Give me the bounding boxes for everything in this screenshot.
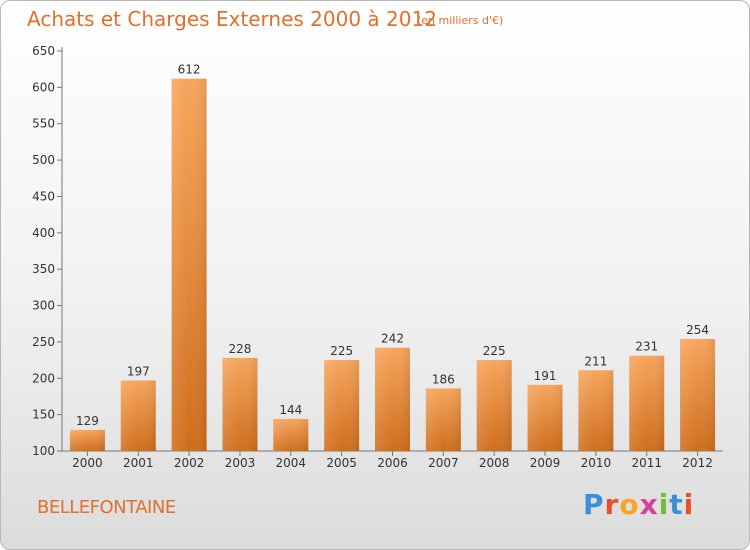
bar-shine-2003 [222, 357, 258, 451]
x-tick-label: 2004 [276, 456, 307, 470]
y-tick-label: 200 [32, 371, 55, 385]
y-tick-label: 250 [32, 335, 55, 349]
data-label-2001: 197 [127, 364, 150, 378]
x-tick-label: 2011 [631, 456, 662, 470]
bar-shine-2006 [375, 347, 410, 451]
bar-shine-2004 [273, 419, 309, 451]
data-label-2003: 228 [229, 342, 252, 356]
bar-shine-2010 [578, 370, 614, 451]
data-label-2012: 254 [686, 323, 709, 337]
data-label-2005: 225 [330, 344, 353, 358]
y-tick-label: 300 [32, 299, 55, 313]
x-tick-label: 2003 [225, 456, 256, 470]
chart-value-labels: 129 197 612 228 144 225 242 186 225 191 211 231 254 [76, 63, 709, 428]
bar-shine-2001 [120, 380, 156, 451]
bar-shine-2000 [69, 429, 105, 451]
bar-shine-2012 [680, 339, 716, 451]
data-label-2011: 231 [635, 340, 658, 354]
y-tick-label: 550 [32, 117, 55, 131]
y-tick-label: 650 [32, 44, 55, 58]
place-name: BELLEFONTAINE [37, 497, 176, 518]
chart-bars [69, 78, 716, 452]
y-tick-label: 500 [32, 153, 55, 167]
x-tick-label: 2007 [428, 456, 459, 470]
x-tick-label: 2008 [479, 456, 510, 470]
x-tick-label: 2000 [72, 456, 103, 470]
bar-shine-2009 [527, 384, 563, 451]
y-tick-label: 400 [32, 226, 55, 240]
x-tick-label: 2001 [123, 456, 154, 470]
x-tick-label: 2012 [682, 456, 713, 470]
x-tick-label: 2006 [377, 456, 408, 470]
y-tick-label: 150 [32, 408, 55, 422]
bar-shine-2002 [171, 78, 207, 452]
y-tick-label: 600 [32, 80, 55, 94]
chart-unit-label: (en milliers d'€) [417, 14, 504, 27]
bar-shine-2005 [324, 360, 360, 451]
x-tick-label: 2005 [326, 456, 357, 470]
data-label-2002: 612 [178, 63, 201, 77]
bar-shine-2011 [629, 355, 665, 451]
x-tick-label: 2009 [530, 456, 561, 470]
data-label-2004: 144 [279, 403, 302, 417]
data-label-2007: 186 [432, 372, 455, 386]
bar-shine-2008 [476, 360, 512, 451]
data-label-2000: 129 [76, 414, 99, 428]
x-tick-label: 2010 [581, 456, 612, 470]
y-tick-label: 450 [32, 189, 55, 203]
data-label-2010: 211 [584, 354, 607, 368]
y-tick-label: 350 [32, 262, 55, 276]
proxiti-logo: Proxiti [583, 488, 695, 521]
chart-title: Achats et Charges Externes 2000 à 2012 [27, 7, 437, 31]
chart-axes: 100 150 200 250 300 350 400 450 500 550 600 650 2000… [32, 44, 723, 470]
y-tick-label: 100 [32, 444, 55, 458]
data-label-2008: 225 [483, 344, 506, 358]
x-tick-label: 2002 [174, 456, 205, 470]
data-label-2009: 191 [534, 369, 557, 383]
data-label-2006: 242 [381, 332, 404, 346]
bar-shine-2007 [425, 388, 461, 451]
